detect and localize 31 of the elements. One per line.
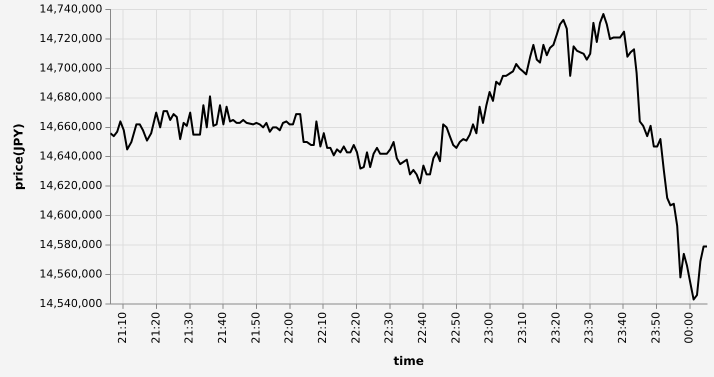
x-tick-label: 23:50 xyxy=(649,312,662,344)
x-tick-label: 21:50 xyxy=(249,312,262,344)
y-tick-label: 14,660,000 xyxy=(39,120,102,134)
x-tick-label: 23:10 xyxy=(516,312,529,344)
x-tick-label: 21:20 xyxy=(149,312,162,344)
y-tick-label: 14,580,000 xyxy=(39,238,102,251)
x-tick-label: 00:00 xyxy=(682,312,696,344)
x-tick-label: 22:50 xyxy=(449,312,462,344)
y-axis-title: price(JPY) xyxy=(11,123,26,190)
y-tick-label: 14,700,000 xyxy=(39,61,102,74)
x-tick-label: 23:20 xyxy=(549,312,562,344)
x-tick-label: 23:30 xyxy=(582,312,596,344)
x-tick-label: 23:40 xyxy=(616,312,629,344)
y-tick-label: 14,600,000 xyxy=(39,208,102,222)
x-tick-label: 22:20 xyxy=(349,312,362,344)
x-tick-label: 23:00 xyxy=(482,312,496,344)
y-tick-label: 14,740,000 xyxy=(39,2,102,16)
x-axis-title: time xyxy=(393,354,424,368)
x-tick-label: 21:10 xyxy=(116,312,129,344)
y-tick-label: 14,620,000 xyxy=(39,179,102,192)
x-tick-label: 21:40 xyxy=(216,312,229,344)
y-tick-label: 14,560,000 xyxy=(39,267,102,280)
x-tick-label: 22:10 xyxy=(316,312,329,344)
y-tick-label: 14,720,000 xyxy=(39,32,102,45)
y-tick-label: 14,540,000 xyxy=(39,296,102,310)
x-tick-label: 22:30 xyxy=(382,312,396,344)
y-tick-label: 14,640,000 xyxy=(39,150,102,163)
x-tick-label: 22:40 xyxy=(416,312,429,344)
x-tick-label: 22:00 xyxy=(282,312,296,344)
y-tick-label: 14,680,000 xyxy=(39,90,102,104)
x-tick-label: 21:30 xyxy=(182,312,196,344)
